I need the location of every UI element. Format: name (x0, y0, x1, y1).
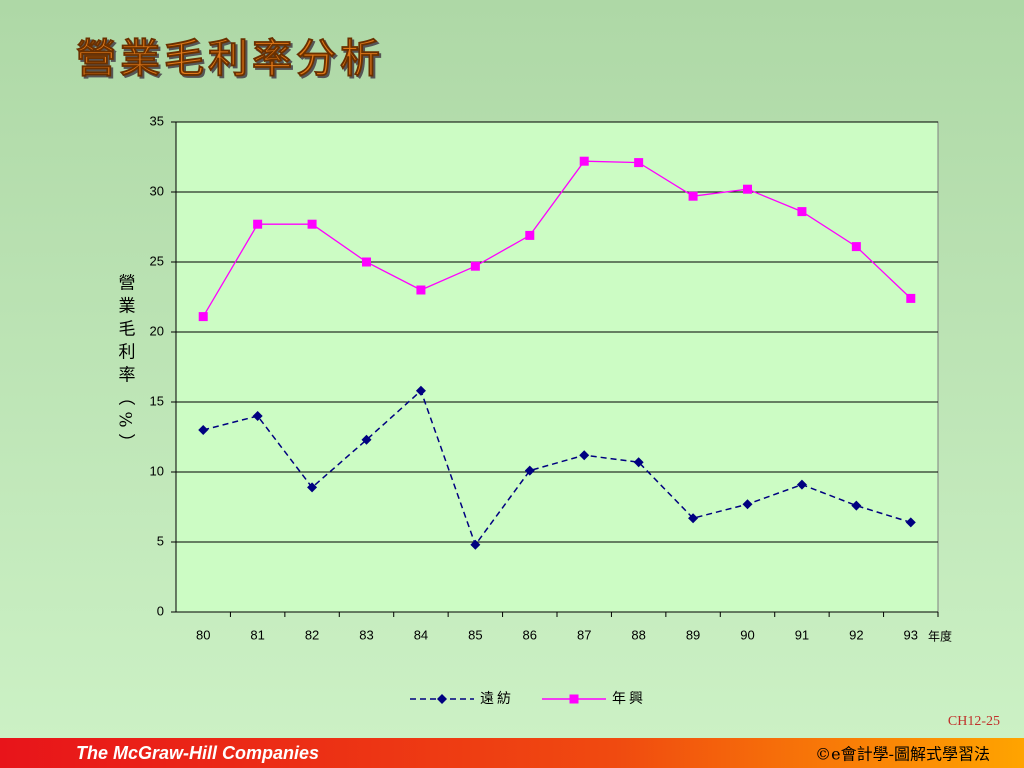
x-tick-label: 93 (904, 627, 918, 642)
series-line (202, 160, 912, 317)
marker (470, 261, 480, 271)
marker (525, 230, 535, 240)
marker (796, 479, 807, 490)
marker (198, 312, 208, 322)
y-tick-label: 5 (157, 533, 164, 548)
marker (569, 694, 579, 704)
marker (362, 257, 371, 267)
x-tick-label: 82 (305, 627, 319, 642)
marker (579, 450, 590, 461)
y-tick-label: 30 (150, 183, 164, 198)
marker (906, 293, 916, 303)
marker (905, 517, 916, 528)
marker (579, 156, 589, 166)
marker (361, 434, 372, 445)
marker (307, 219, 317, 229)
x-tick-label: 88 (631, 627, 645, 642)
x-tick-label: 92 (849, 627, 863, 642)
marker (253, 219, 263, 229)
marker (415, 385, 426, 396)
x-tick-label: 89 (686, 627, 700, 642)
y-tick-label: 0 (157, 603, 164, 618)
x-tick-label: 86 (523, 627, 537, 642)
plot-area (175, 121, 939, 613)
chart-title: 營業毛利率分析 (76, 35, 384, 82)
legend-label: 遠紡 (480, 691, 514, 707)
marker (851, 242, 861, 252)
x-tick-label: 81 (250, 627, 264, 642)
marker (307, 482, 318, 493)
series-line (203, 389, 912, 547)
y-tick-label: 35 (150, 113, 164, 128)
copyright: ©e會計學-圖解式學習法 (815, 745, 990, 764)
footer-bar (0, 738, 1024, 768)
marker (742, 499, 753, 510)
y-tick-label: 25 (150, 253, 164, 268)
marker (252, 411, 263, 421)
marker (634, 158, 644, 168)
marker (416, 285, 426, 295)
marker (688, 191, 698, 201)
x-axis-label: 年度 (928, 629, 952, 644)
marker (437, 694, 447, 704)
x-tick-label: 87 (577, 627, 591, 642)
publisher: The McGraw-Hill Companies (76, 743, 319, 763)
page-number: CH12-25 (948, 714, 1000, 729)
x-tick-label: 85 (468, 627, 482, 642)
marker (743, 184, 752, 194)
marker (524, 465, 535, 476)
y-tick-label: 10 (150, 463, 164, 478)
x-tick-label: 91 (795, 627, 809, 642)
marker (470, 539, 481, 550)
x-tick-label: 84 (414, 627, 428, 642)
marker (797, 207, 807, 217)
marker (688, 513, 699, 524)
y-tick-label: 15 (150, 393, 164, 408)
marker (633, 457, 644, 468)
legend-label: 年興 (612, 691, 646, 707)
x-tick-label: 80 (196, 627, 210, 642)
y-tick-label: 20 (150, 323, 164, 338)
marker (851, 500, 862, 511)
x-tick-label: 83 (359, 627, 373, 642)
marker (198, 425, 209, 435)
x-tick-label: 90 (740, 627, 754, 642)
y-axis-label: 營業毛利率（%） (115, 273, 136, 456)
